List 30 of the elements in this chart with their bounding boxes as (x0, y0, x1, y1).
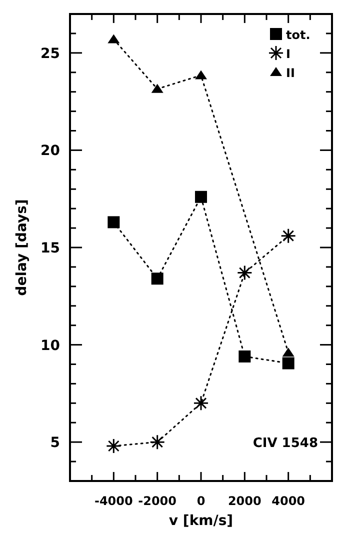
point (282, 357, 294, 370)
y-tick-label: 5 (50, 435, 60, 452)
point (108, 34, 120, 44)
y-tick-label: 10 (40, 338, 60, 354)
annotation: CIV 1548 (252, 436, 318, 452)
point (108, 216, 120, 228)
point (238, 350, 251, 362)
point (236, 265, 252, 281)
x-axis-title: v [km/s] (168, 513, 234, 529)
point (195, 70, 207, 80)
x-tick-label: -2000 (138, 494, 177, 508)
y-tick-label: 15 (40, 240, 60, 256)
x-tick-label: 4000 (272, 494, 306, 508)
point (151, 272, 164, 285)
y-tick-label: 25 (40, 46, 60, 62)
point (151, 84, 164, 93)
x-tick-label: -4000 (94, 494, 133, 508)
point (150, 434, 166, 450)
point (282, 348, 294, 357)
legend-label: I (286, 47, 290, 61)
x-tick-label: 0 (196, 494, 206, 508)
y-axis-title: delay [days] (14, 199, 30, 296)
point (195, 190, 207, 203)
y-tick-label: 20 (40, 143, 60, 160)
x-tick-label: 2000 (228, 494, 262, 508)
legend-label: II (286, 66, 295, 80)
point (280, 228, 296, 244)
point (193, 395, 209, 411)
point (106, 438, 122, 454)
legend-label: tot. (286, 28, 310, 42)
